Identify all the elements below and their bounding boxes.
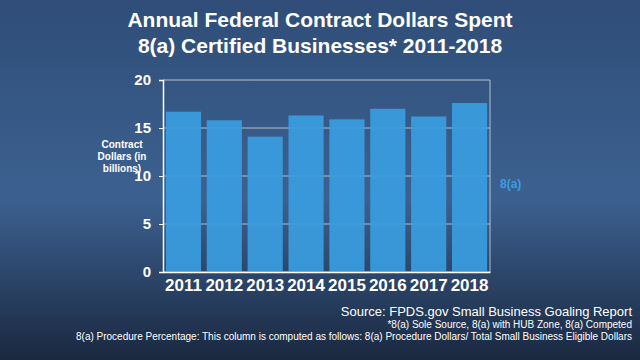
bars — [166, 103, 487, 272]
grid-line — [163, 80, 490, 81]
background — [0, 0, 640, 360]
x-tick-label: 2014 — [287, 276, 325, 295]
title: Annual Federal Contract Dollars Spent — [127, 8, 512, 31]
y-axis-title: ContractDollars (inbillions) — [98, 139, 147, 174]
y-tick: 5 — [143, 215, 163, 232]
x-tick: 2013 — [246, 272, 284, 295]
y-tick-mark — [159, 128, 163, 129]
x-tick: 2016 — [369, 272, 407, 295]
bar — [288, 116, 323, 272]
y-tick-mark — [159, 224, 163, 225]
y-tick-label: 20 — [134, 71, 151, 88]
annotation: 8(a) Procedure Percentage: This column i… — [76, 331, 632, 342]
y-tick-mark — [159, 176, 163, 177]
x-tick-label: 2017 — [410, 276, 448, 295]
bar — [329, 119, 364, 272]
x-tick-label: 2015 — [328, 276, 366, 295]
x-tick: 2012 — [205, 272, 243, 295]
x-tick: 2017 — [410, 272, 448, 295]
bar — [207, 120, 242, 272]
y-tick: 0 — [143, 263, 163, 280]
frame — [490, 80, 491, 272]
y-axis: 05101520 — [134, 71, 163, 280]
y-tick-label: 15 — [134, 119, 151, 136]
bar — [370, 109, 405, 272]
y-tick: 15 — [134, 119, 163, 136]
annotation: Source: FPDS.gov Small Business Goaling … — [341, 304, 633, 319]
y-tick-mark — [159, 80, 163, 81]
x-tick: 2018 — [451, 272, 489, 295]
y-axis-title-line: billions) — [103, 163, 141, 174]
y-tick-label: 5 — [143, 215, 151, 232]
x-tick: 2011 — [165, 272, 202, 295]
grid — [163, 80, 490, 272]
bar — [452, 103, 487, 272]
y-tick-mark — [159, 272, 163, 273]
y-tick: 20 — [134, 71, 163, 88]
y-axis-title-line: Dollars (in — [98, 151, 147, 162]
x-tick: 2015 — [328, 272, 366, 295]
bar — [166, 112, 201, 272]
x-tick-label: 2013 — [246, 276, 284, 295]
x-tick-label: 2018 — [451, 276, 489, 295]
x-tick-label: 2016 — [369, 276, 407, 295]
y-axis-line — [159, 81, 164, 273]
x-tick-label: 2011 — [165, 276, 202, 295]
bar — [248, 137, 283, 272]
bar — [411, 116, 446, 272]
y-tick-label: 0 — [143, 263, 151, 280]
x-tick-label: 2012 — [205, 276, 243, 295]
x-axis-line — [164, 272, 491, 274]
x-tick: 2014 — [287, 272, 325, 295]
y-axis-title-line: Contract — [101, 139, 143, 150]
x-axis: 20112012201320142015201620172018 — [164, 272, 491, 295]
annotation: *8(a) Sole Source, 8(a) with HUB Zone, 8… — [387, 319, 632, 330]
legend-entry: 8(a) — [500, 177, 521, 191]
subtitle: 8(a) Certified Businesses* 2011-2018 — [138, 34, 503, 57]
chart: Annual Federal Contract Dollars Spent 8(a… — [0, 0, 640, 360]
